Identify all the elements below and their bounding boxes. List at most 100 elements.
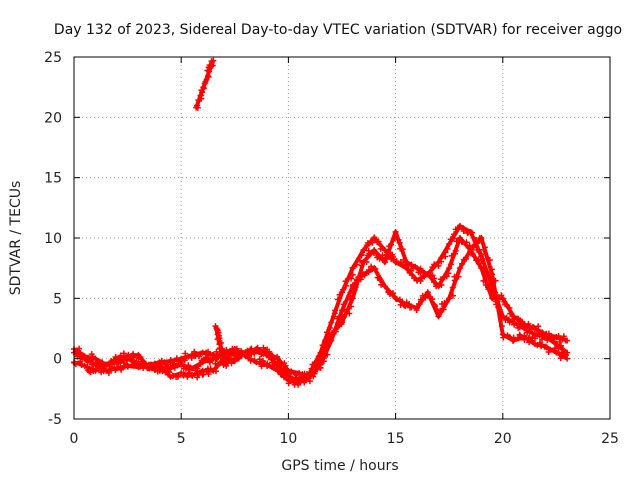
data-point-fill — [346, 310, 353, 317]
data-point-fill — [123, 356, 130, 363]
data-point-fill — [330, 313, 337, 320]
data-point-fill — [507, 310, 514, 317]
data-point-fill — [320, 352, 327, 359]
data-point-fill — [442, 249, 449, 256]
data-point-fill — [182, 365, 189, 372]
data-point-fill — [233, 347, 240, 354]
data-point-fill — [444, 245, 451, 252]
data-point-fill — [203, 355, 210, 362]
data-point-fill — [395, 236, 402, 243]
data-point-fill — [269, 352, 276, 359]
data-point-fill — [281, 374, 288, 381]
data-point-fill — [266, 348, 273, 355]
data-point-fill — [77, 358, 84, 365]
data-point-fill — [216, 345, 223, 352]
data-point-fill — [161, 359, 168, 366]
data-point-fill — [274, 365, 281, 372]
data-point-fill — [518, 318, 525, 325]
data-point-fill — [480, 277, 487, 284]
data-point-fill — [185, 353, 192, 360]
data-point-fill — [448, 252, 455, 259]
data-point-fill — [498, 322, 505, 329]
data-point-fill — [198, 92, 205, 99]
data-point-fill — [222, 358, 229, 365]
data-point-fill — [390, 290, 397, 297]
data-point-fill — [410, 275, 417, 282]
data-point-fill — [553, 341, 560, 348]
data-point-fill — [229, 357, 236, 364]
data-point-fill — [120, 359, 127, 366]
data-point-fill — [372, 265, 379, 272]
data-point-fill — [537, 339, 544, 346]
data-point-fill — [340, 286, 347, 293]
data-point-fill — [285, 380, 292, 387]
data-point-fill — [206, 358, 213, 365]
data-point-fill — [260, 344, 267, 351]
data-point-fill — [296, 377, 303, 384]
x-tick-label: 0 — [70, 431, 79, 447]
x-tick-label: 25 — [601, 431, 619, 447]
data-point — [446, 265, 453, 272]
data-point-fill — [438, 282, 445, 289]
data-point-fill — [361, 272, 368, 279]
data-point-fill — [349, 264, 356, 271]
data-point-fill — [194, 369, 201, 376]
data-point-fill — [463, 239, 470, 246]
data-point-fill — [462, 256, 469, 263]
x-tick-label: 15 — [387, 431, 405, 447]
data-point-fill — [209, 62, 216, 69]
y-tick-label: 5 — [53, 291, 62, 307]
data-point-fill — [235, 355, 242, 362]
axis-ticks: 0 5 10 15 20 25 -5 0 5 10 15 20 25 — [44, 50, 619, 447]
y-tick-label: 15 — [44, 171, 62, 187]
data-point-fill — [421, 273, 428, 280]
data-point-fill — [182, 350, 189, 357]
data-point-fill — [560, 333, 567, 340]
data-point-fill — [166, 369, 173, 376]
data-point-fill — [396, 239, 403, 246]
data-point-fill — [96, 360, 103, 367]
data-point-fill — [215, 335, 222, 342]
data-point-fill — [473, 246, 480, 253]
data-point-fill — [475, 260, 482, 267]
data-point-fill — [213, 355, 220, 362]
data-point-fill — [453, 238, 460, 245]
data-point-fill — [437, 307, 444, 314]
data-point-fill — [445, 270, 452, 277]
series-track-5 — [212, 323, 230, 369]
data-point-fill — [486, 256, 493, 263]
x-tick-label: 10 — [279, 431, 297, 447]
data-point-fill — [213, 348, 220, 355]
data-point-fill — [506, 304, 513, 311]
data-point-fill — [492, 277, 499, 284]
data-point-fill — [386, 249, 393, 256]
data-point-fill — [204, 67, 211, 74]
data-point — [124, 355, 131, 362]
data-point-fill — [452, 247, 459, 254]
data-point-fill — [84, 363, 91, 370]
data-point-fill — [449, 292, 456, 299]
data-point-fill — [388, 241, 395, 248]
data-point-fill — [333, 325, 340, 332]
data-point-fill — [278, 361, 285, 368]
data-point-fill — [396, 296, 403, 303]
data-point-fill — [379, 252, 386, 259]
data-point-fill — [539, 336, 546, 343]
data-point-fill — [429, 296, 436, 303]
y-tick-label: 0 — [53, 352, 62, 368]
data-point-fill — [378, 281, 385, 288]
data-point-fill — [478, 251, 485, 258]
data-point-fill — [480, 246, 487, 253]
data-point-fill — [521, 332, 528, 339]
data-point-fill — [90, 361, 97, 368]
x-tick-label: 20 — [494, 431, 512, 447]
data-point-fill — [349, 271, 356, 278]
data-point-fill — [214, 326, 221, 333]
data-point-fill — [429, 272, 436, 279]
data-point — [446, 241, 453, 248]
data-point-fill — [106, 363, 113, 370]
data-point-fill — [193, 102, 200, 109]
data-point-fill — [485, 286, 492, 293]
data-point-fill — [432, 302, 439, 309]
data-point — [489, 295, 496, 302]
